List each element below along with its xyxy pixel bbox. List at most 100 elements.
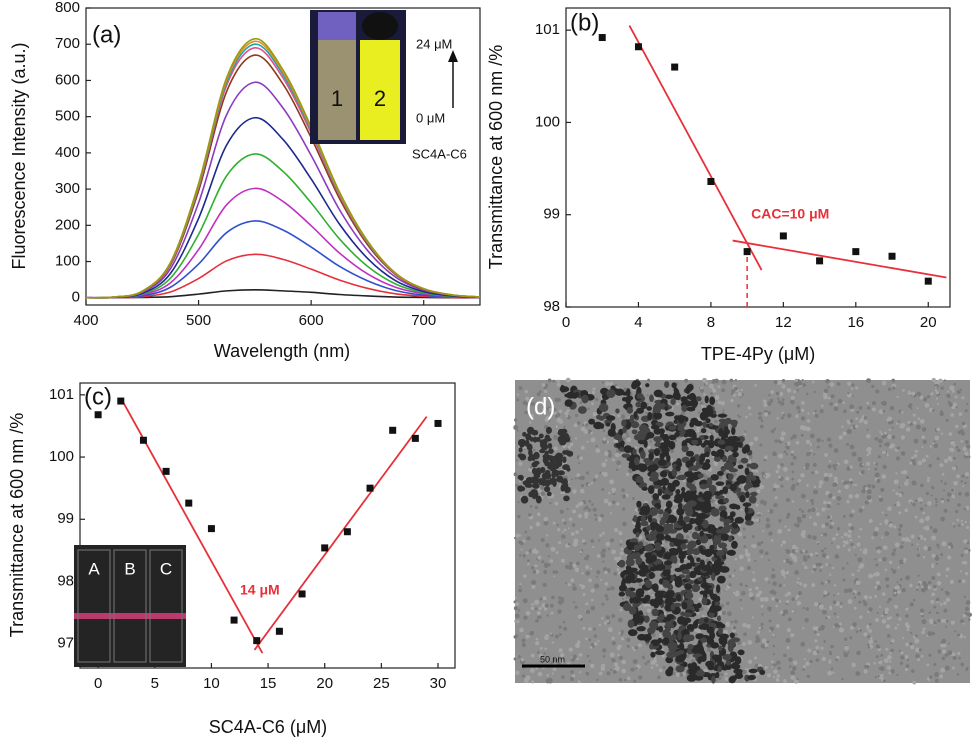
tem-noise xyxy=(579,670,582,674)
tem-noise xyxy=(888,660,892,663)
tem-noise xyxy=(945,574,948,578)
tem-noise xyxy=(874,594,877,598)
tem-particle xyxy=(526,426,535,435)
vial xyxy=(113,549,147,663)
tem-noise xyxy=(638,535,643,540)
y-tick-label: 99 xyxy=(57,510,74,527)
tem-noise xyxy=(722,629,728,635)
tem-noise xyxy=(785,453,789,456)
tem-noise xyxy=(826,503,831,509)
tem-particle xyxy=(691,583,701,593)
tem-noise xyxy=(601,648,607,653)
tem-noise xyxy=(963,560,968,565)
tem-noise xyxy=(881,614,884,617)
tem-noise xyxy=(921,435,926,440)
tem-particle xyxy=(717,665,722,673)
tem-noise xyxy=(755,503,759,507)
tem-noise xyxy=(547,378,552,383)
tem-noise xyxy=(924,402,930,408)
tem-noise xyxy=(952,522,955,525)
tem-noise xyxy=(855,417,859,421)
tem-noise xyxy=(913,420,917,425)
tem-noise xyxy=(850,426,853,429)
tem-noise xyxy=(849,538,853,542)
tem-noise xyxy=(832,600,837,605)
y-tick-label: 101 xyxy=(535,21,560,38)
tem-noise xyxy=(958,412,963,417)
tem-noise xyxy=(909,631,913,635)
tem-particle xyxy=(676,474,687,481)
panel-label: (a) xyxy=(92,21,121,48)
tem-noise xyxy=(798,508,802,511)
tem-noise xyxy=(896,502,901,507)
tem-noise xyxy=(933,585,937,589)
tem-noise xyxy=(601,548,607,553)
tem-particle xyxy=(727,535,733,543)
tem-particle xyxy=(664,531,669,536)
tem-noise xyxy=(760,419,764,423)
tem-noise xyxy=(837,592,840,596)
tem-particle xyxy=(633,544,640,552)
tem-noise xyxy=(833,476,838,481)
tem-noise xyxy=(519,554,522,557)
tem-particle xyxy=(561,434,569,442)
plot-frame xyxy=(565,7,951,308)
tem-noise xyxy=(841,425,844,429)
spectrum-line xyxy=(85,153,481,299)
tem-noise xyxy=(736,404,741,408)
tem-noise xyxy=(555,425,559,428)
tem-noise xyxy=(763,475,766,478)
tem-noise xyxy=(614,666,620,671)
tem-noise xyxy=(519,583,522,586)
tem-noise xyxy=(881,400,887,406)
tem-noise xyxy=(815,554,818,557)
tem-noise xyxy=(895,472,898,475)
tem-noise xyxy=(762,529,765,533)
tem-noise xyxy=(603,451,609,456)
tem-noise xyxy=(882,545,888,550)
tem-noise xyxy=(574,437,578,440)
tem-noise xyxy=(550,661,554,665)
tem-particle xyxy=(687,579,695,585)
tem-noise xyxy=(932,408,935,411)
tem-noise xyxy=(912,413,916,417)
tem-noise xyxy=(858,600,862,604)
tem-noise xyxy=(931,592,936,597)
y-tick-label: 500 xyxy=(55,108,80,125)
tem-noise xyxy=(878,660,883,665)
tem-noise xyxy=(813,453,816,456)
tem-noise xyxy=(734,386,738,391)
tem-noise xyxy=(547,563,551,567)
tem-noise xyxy=(868,518,873,523)
x-axis-title: SC4A-C6 (μM) xyxy=(209,717,327,737)
tem-noise xyxy=(514,601,519,606)
tem-particle xyxy=(708,484,717,494)
tem-noise xyxy=(824,522,829,527)
tem-particle xyxy=(653,389,663,398)
tem-noise xyxy=(540,491,546,496)
tem-noise xyxy=(584,505,589,510)
tem-noise xyxy=(811,570,814,573)
tem-noise xyxy=(513,537,517,540)
tem-noise xyxy=(867,483,872,488)
tem-noise xyxy=(827,464,832,469)
tem-noise xyxy=(842,401,845,404)
tem-noise xyxy=(849,404,855,410)
tem-noise xyxy=(593,634,598,638)
tem-noise xyxy=(882,556,887,562)
tem-noise xyxy=(548,407,553,412)
tem-noise xyxy=(620,629,625,634)
tem-noise xyxy=(544,563,549,568)
tem-noise xyxy=(853,606,857,610)
tem-noise xyxy=(625,595,629,599)
tem-particle xyxy=(648,452,654,461)
x-tick-label: 400 xyxy=(73,312,98,329)
tem-noise xyxy=(856,410,860,414)
tem-noise xyxy=(522,598,528,604)
tem-particle xyxy=(625,388,631,397)
tem-noise xyxy=(919,608,925,613)
tem-noise xyxy=(805,439,811,444)
tem-noise xyxy=(856,650,861,656)
tem-particle xyxy=(562,464,570,471)
tem-noise xyxy=(923,537,927,541)
